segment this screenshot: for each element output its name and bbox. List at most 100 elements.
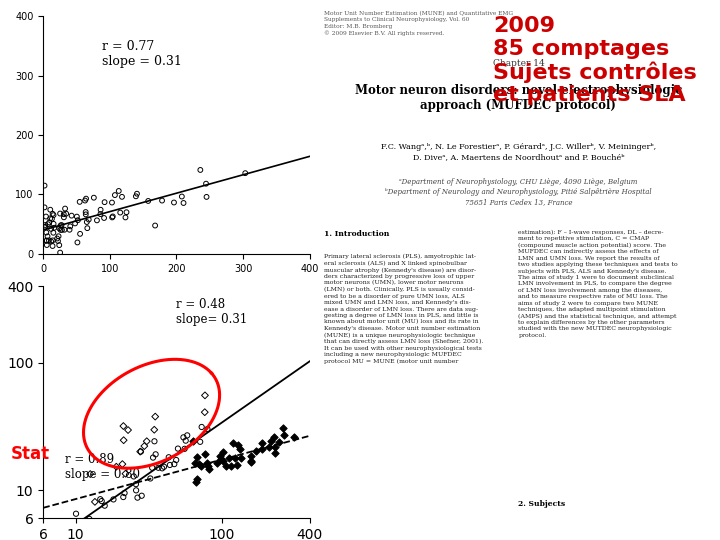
Text: ᵃDepartment of Neurophysiology, CHU Liège, 4090 Liège, Belgium
ᵇDepartment of Ne: ᵃDepartment of Neurophysiology, CHU Lièg…: [385, 178, 652, 206]
Point: [99, 198, 110, 206]
Point: [71, 212, 83, 221]
Point: [79, 196, 91, 205]
Point: [232, 461, 243, 470]
Point: [88, 193, 99, 202]
Point: [199, 450, 211, 458]
Point: [148, 426, 160, 434]
Point: [40, 223, 51, 232]
Point: [43, 236, 55, 245]
Point: [224, 454, 235, 463]
Point: [288, 432, 300, 441]
Point: [264, 442, 275, 451]
Point: [56, 226, 68, 234]
Point: [113, 187, 125, 195]
Point: [75, 526, 86, 535]
Point: [91, 216, 103, 225]
Point: [180, 436, 192, 445]
Point: [84, 470, 96, 478]
Point: [54, 209, 66, 218]
Point: [107, 213, 118, 222]
Point: [50, 537, 62, 540]
Point: [141, 437, 153, 445]
Point: [47, 242, 58, 251]
Text: Motor Unit Number Estimation (MUNE) and Quantitative EMG
Supplements to Clinical: Motor Unit Number Estimation (MUNE) and …: [324, 11, 513, 36]
Point: [178, 199, 189, 207]
Point: [171, 456, 182, 464]
Point: [150, 450, 161, 458]
Point: [55, 226, 66, 234]
Point: [246, 452, 257, 461]
Point: [48, 219, 59, 228]
Point: [156, 196, 168, 205]
Point: [245, 457, 256, 466]
Point: [163, 453, 174, 462]
Point: [117, 460, 128, 468]
Point: [146, 463, 158, 472]
Point: [228, 439, 239, 448]
Point: [196, 462, 207, 470]
Point: [235, 454, 246, 463]
Point: [39, 222, 50, 231]
Point: [122, 426, 134, 434]
Point: [48, 211, 59, 219]
Point: [40, 221, 51, 230]
Point: [45, 205, 56, 214]
Point: [215, 455, 227, 463]
Point: [256, 445, 268, 454]
Point: [114, 208, 126, 217]
Text: 2. Subjects: 2. Subjects: [518, 500, 566, 508]
Point: [257, 439, 269, 448]
Point: [107, 198, 118, 207]
Point: [204, 464, 215, 473]
Point: [55, 527, 66, 536]
Point: [72, 216, 84, 225]
Point: [178, 433, 189, 442]
Point: [203, 461, 215, 470]
Point: [251, 447, 262, 456]
Point: [40, 237, 52, 245]
Point: [99, 501, 110, 510]
Point: [45, 237, 57, 246]
Point: [116, 193, 127, 201]
Point: [201, 193, 212, 201]
Point: [60, 210, 72, 218]
Point: [135, 447, 146, 456]
Point: [118, 436, 130, 444]
Point: [279, 431, 290, 440]
Point: [164, 461, 176, 469]
Point: [94, 210, 106, 218]
Point: [41, 236, 53, 245]
Text: r = 0.48
slope= 0.31: r = 0.48 slope= 0.31: [176, 298, 248, 326]
Point: [79, 524, 91, 533]
Point: [130, 480, 142, 489]
Text: Chapter 14: Chapter 14: [492, 59, 544, 69]
Point: [43, 218, 55, 227]
Point: [149, 221, 161, 230]
Point: [46, 214, 58, 223]
Text: 1. Introduction: 1. Introduction: [324, 230, 390, 238]
Point: [277, 424, 289, 433]
Point: [233, 441, 244, 449]
Point: [240, 169, 251, 178]
Text: estimation); F – I-wave responses, DL – decre-
ment to repetitive stimulation, C: estimation); F – I-wave responses, DL – …: [518, 230, 678, 338]
Point: [191, 475, 202, 483]
Point: [148, 453, 159, 462]
Point: [194, 166, 206, 174]
Point: [47, 210, 58, 218]
Point: [51, 234, 63, 243]
Text: Motor neuron disorders: novel electrophysiologic
approach (MUFDEC protocol): Motor neuron disorders: novel electrophy…: [355, 84, 682, 112]
Point: [199, 408, 210, 416]
Point: [94, 495, 106, 503]
Point: [120, 213, 131, 222]
Point: [211, 458, 222, 467]
Point: [74, 198, 86, 206]
Point: [58, 213, 70, 221]
Point: [220, 462, 232, 470]
Point: [128, 472, 140, 481]
Point: [59, 225, 71, 234]
Point: [176, 192, 188, 201]
Point: [45, 225, 57, 233]
Point: [202, 425, 213, 434]
Point: [145, 474, 156, 483]
Point: [189, 458, 201, 467]
